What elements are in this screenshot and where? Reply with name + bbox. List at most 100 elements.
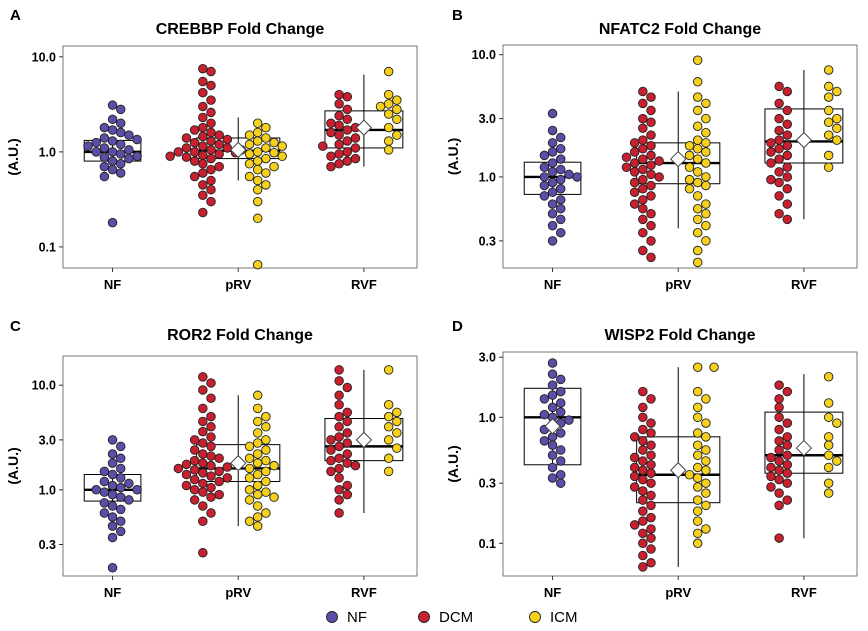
data-point-dcm: [629, 167, 640, 177]
data-point-nf: [99, 143, 110, 153]
data-point-icm: [383, 422, 394, 432]
y-tick-label: 1.0: [479, 411, 496, 425]
data-point-icm: [684, 162, 695, 173]
data-point-nf: [555, 195, 566, 205]
data-point-dcm: [782, 184, 793, 194]
data-point-dcm: [334, 365, 344, 375]
data-point-nf: [107, 562, 118, 573]
data-point-nf: [107, 156, 118, 166]
data-point-dcm: [206, 145, 216, 155]
x-tick-label-NF: NF: [104, 277, 121, 292]
data-point-dcm: [638, 86, 648, 97]
legend-swatch: [529, 611, 541, 623]
data-point-dcm: [774, 167, 784, 177]
y-axis-label: (A.U.): [445, 445, 461, 482]
data-point-icm: [244, 171, 255, 182]
data-point-icm: [252, 127, 263, 138]
y-axis-label: (A.U.): [5, 447, 21, 484]
data-point-nf: [99, 152, 110, 162]
data-point-dcm: [206, 378, 216, 388]
data-point-nf: [547, 125, 558, 136]
y-tick-label: 0.3: [39, 538, 56, 552]
data-point-dcm: [638, 184, 648, 194]
data-point-dcm: [629, 147, 640, 157]
data-point-dcm: [198, 487, 208, 497]
data-point-icm: [823, 81, 834, 92]
data-point-nf: [115, 504, 126, 515]
data-point-icm: [823, 450, 834, 460]
panel-letter: A: [10, 7, 21, 24]
data-point-dcm: [198, 63, 208, 74]
data-point-icm: [684, 174, 695, 185]
data-point-nf: [555, 374, 566, 385]
data-point-nf: [547, 390, 558, 400]
mean-diamond-pRV: [670, 462, 687, 479]
data-point-dcm: [629, 177, 640, 188]
data-point-nf: [547, 358, 558, 368]
data-point-icm: [692, 440, 703, 451]
data-point-dcm: [350, 153, 361, 164]
data-point-dcm: [173, 463, 184, 474]
data-point-dcm: [181, 480, 192, 491]
data-point-dcm: [774, 456, 784, 466]
data-point-dcm: [646, 191, 656, 201]
data-point-dcm: [206, 482, 216, 493]
data-point-icm: [383, 145, 394, 155]
data-point-icm: [823, 162, 834, 173]
data-point-dcm: [629, 199, 640, 209]
data-point-dcm: [198, 438, 208, 448]
legend-label: NF: [347, 609, 367, 626]
data-point-icm: [823, 440, 834, 451]
data-point-dcm: [350, 143, 361, 153]
data-point-icm: [692, 227, 703, 238]
data-point-nf: [555, 456, 566, 466]
y-tick-label: 0.1: [479, 537, 496, 551]
data-point-nf: [99, 498, 110, 508]
data-point-icm: [832, 123, 842, 134]
data-point-nf: [115, 441, 126, 452]
data-point-icm: [692, 105, 703, 116]
data-point-dcm: [782, 432, 793, 442]
data-point-icm: [252, 156, 263, 166]
mean-diamond-RVF: [795, 439, 813, 457]
data-point-dcm: [774, 177, 784, 188]
data-point-icm: [701, 432, 711, 442]
data-point-dcm: [638, 516, 648, 526]
data-point-dcm: [638, 164, 648, 175]
data-point-icm: [701, 236, 711, 246]
data-point-dcm: [198, 112, 208, 123]
data-point-nf: [115, 492, 126, 502]
data-point-dcm: [214, 489, 224, 500]
data-point-dcm: [326, 455, 336, 466]
data-point-dcm: [198, 150, 208, 161]
data-point-dcm: [774, 191, 784, 201]
data-point-dcm: [189, 125, 200, 135]
data-point-icm: [244, 463, 255, 474]
data-point-dcm: [774, 465, 784, 476]
data-point-dcm: [638, 174, 648, 185]
data-point-dcm: [646, 418, 656, 428]
data-point-icm: [692, 121, 703, 131]
y-tick-label: 1.0: [39, 483, 56, 497]
data-point-dcm: [774, 394, 784, 404]
data-point-dcm: [782, 140, 793, 151]
data-point-dcm: [774, 135, 784, 145]
data-point-nf: [115, 516, 126, 527]
data-point-nf: [115, 453, 126, 464]
data-point-icm: [692, 473, 703, 483]
data-point-dcm: [766, 158, 776, 168]
data-point-dcm: [629, 471, 640, 482]
data-point-dcm: [198, 501, 208, 511]
data-point-icm: [252, 164, 263, 175]
y-axis-label: (A.U.): [5, 138, 21, 175]
data-point-dcm: [774, 98, 784, 109]
data-point-icm: [261, 153, 271, 164]
data-point-dcm: [342, 407, 353, 418]
data-point-nf: [539, 172, 550, 182]
data-point-dcm: [782, 386, 793, 397]
y-axis-label: (A.U.): [445, 138, 461, 175]
data-point-icm: [392, 130, 402, 140]
data-point-dcm: [629, 138, 640, 148]
data-point-dcm: [334, 422, 344, 432]
data-point-dcm: [342, 147, 353, 157]
